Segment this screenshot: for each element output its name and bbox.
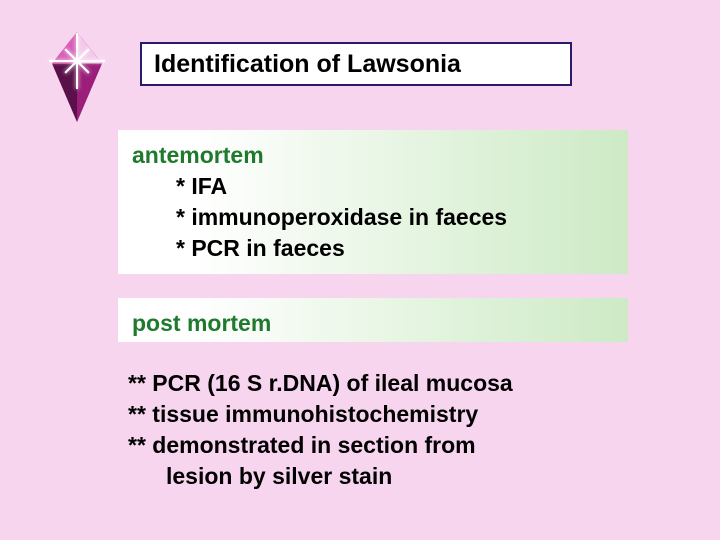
postmortem-items: ** PCR (16 S r.DNA) of ileal mucosa ** t…	[118, 368, 678, 492]
slide-title: Identification of Lawsonia	[154, 50, 461, 78]
postmortem-item: ** tissue immunohistochemistry	[128, 399, 678, 430]
gem-facet-btm-right	[77, 64, 102, 123]
sparkle-ray	[77, 60, 105, 62]
postmortem-box: post mortem	[118, 298, 628, 342]
postmortem-item: ** PCR (16 S r.DNA) of ileal mucosa	[128, 368, 678, 399]
antemortem-item: * IFA	[132, 171, 614, 202]
sparkle-ray	[49, 60, 77, 62]
antemortem-box: antemortem * IFA * immunoperoxidase in f…	[118, 130, 628, 274]
slide: Identification of Lawsonia antemortem * …	[0, 0, 720, 540]
sparkle-ray	[76, 61, 78, 89]
antemortem-item: * PCR in faeces	[132, 233, 614, 264]
gem-icon	[42, 22, 112, 132]
antemortem-item: * immunoperoxidase in faeces	[132, 202, 614, 233]
postmortem-item-cont: lesion by silver stain	[128, 461, 678, 492]
gem-facet-right	[77, 32, 102, 64]
slide-title-box: Identification of Lawsonia	[140, 42, 572, 86]
postmortem-item: ** demonstrated in section from	[128, 430, 678, 461]
postmortem-heading: post mortem	[132, 308, 614, 339]
sparkle-ray	[76, 33, 78, 61]
antemortem-heading: antemortem	[132, 140, 614, 171]
